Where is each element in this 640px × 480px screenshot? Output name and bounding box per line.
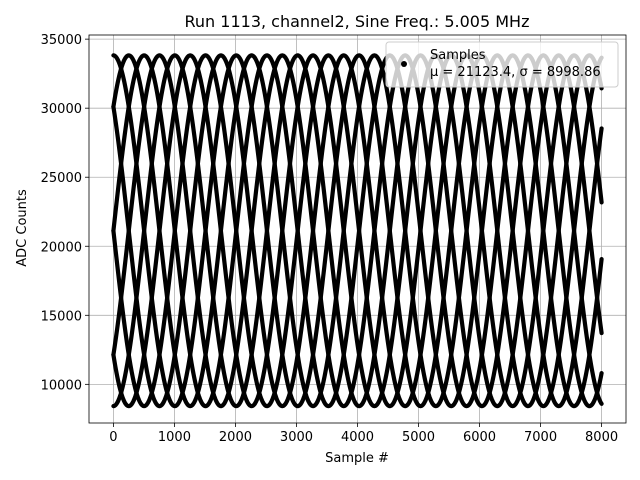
- x-axis-label: Sample #: [325, 451, 389, 466]
- sample-trace: [111, 53, 604, 409]
- legend-stats: μ = 21123.4, σ = 8998.86: [430, 65, 601, 80]
- y-tick-label: 25000: [41, 171, 82, 186]
- x-tick-label: 0: [109, 430, 117, 445]
- x-tick-label: 5000: [402, 430, 435, 445]
- y-tick-label: 10000: [41, 378, 82, 393]
- y-axis-label: ADC Counts: [15, 189, 30, 267]
- legend-series-name: Samples: [430, 48, 486, 63]
- chart-title: Run 1113, channel2, Sine Freq.: 5.005 MH…: [185, 12, 530, 31]
- x-tick-label: 2000: [219, 430, 252, 445]
- x-tick-label: 1000: [158, 430, 191, 445]
- sample-trace: [111, 53, 604, 409]
- sample-trace: [111, 53, 604, 409]
- ticks: 0 1000 2000 3000 4000 5000 6000 7000 8000 10000 15…: [41, 33, 618, 445]
- x-tick-label: 8000: [585, 430, 618, 445]
- y-tick-label: 15000: [41, 309, 82, 324]
- legend-box: [385, 41, 619, 88]
- legend: Samples μ = 21123.4, σ = 8998.86: [385, 41, 619, 88]
- x-tick-label: 7000: [524, 430, 557, 445]
- y-tick-label: 35000: [41, 33, 82, 48]
- legend-marker: [401, 61, 407, 67]
- y-tick-label: 20000: [41, 240, 82, 255]
- y-tick-label: 30000: [41, 102, 82, 117]
- x-tick-label: 6000: [463, 430, 496, 445]
- x-tick-label: 3000: [280, 430, 313, 445]
- x-tick-label: 4000: [341, 430, 374, 445]
